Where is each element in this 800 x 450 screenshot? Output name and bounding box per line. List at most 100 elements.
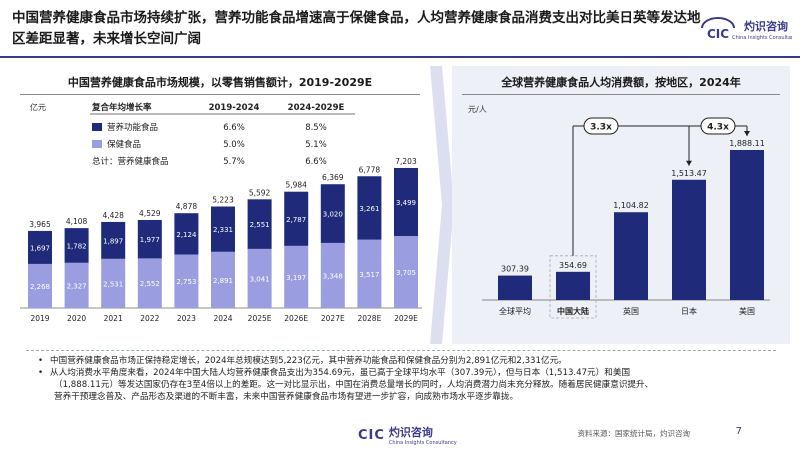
x-tick-2027E: 2027E <box>321 314 345 323</box>
x-tick-2028E: 2028E <box>357 314 381 323</box>
x-tick-英国: 英国 <box>623 306 639 316</box>
bar-health-2028E <box>357 239 382 308</box>
label-total-2020: 4,108 <box>66 217 88 226</box>
page-number: 7 <box>735 426 742 437</box>
bar-functional-2022 <box>137 219 162 259</box>
left-chart-title: 中国营养健康食品市场规模，以零售销售额计，2019-2029E <box>67 76 373 89</box>
x-tick-2026E: 2026E <box>284 314 308 323</box>
label-functional-2024: 2,331 <box>213 226 233 234</box>
note-item-1: 中国营养健康食品市场正保持稳定增长，2024年总规模达到5,223亿元，其中营养… <box>36 355 766 367</box>
value-label-美国: 1,888.11 <box>729 139 765 148</box>
left-unit-label: 亿元 <box>30 102 46 112</box>
left-title-underline <box>20 94 420 95</box>
x-tick-中国大陆: 中国大陆 <box>557 306 589 316</box>
page-title: 中国营养健康食品市场持续扩张，营养功能食品增速高于保健食品，人均营养健康食品消费… <box>12 10 701 47</box>
bar-全球平均 <box>498 275 532 300</box>
bar-health-2025E <box>247 248 272 308</box>
multiplier-label-1: 3.3x <box>590 123 612 133</box>
value-label-英国: 1,104.82 <box>613 201 649 210</box>
cagr-row-3-v2: 6.6% <box>305 157 327 167</box>
label-health-2020: 2,327 <box>67 282 87 290</box>
legend-swatch-health <box>92 140 102 148</box>
x-tick-2019: 2019 <box>30 314 49 323</box>
arrow-head-icon-日本 <box>686 160 692 166</box>
bar-日本 <box>672 179 706 300</box>
bar-functional-2029E <box>394 167 418 236</box>
label-total-2019: 3,965 <box>29 220 51 229</box>
note-item-2-cont-2: 营养干预理念普及、产品形态及渠道的不断丰富，未来中国营养健康食品市场有望进一步扩… <box>54 392 519 402</box>
bar-health-2024 <box>211 251 235 308</box>
x-tick-2025E: 2025E <box>248 314 272 323</box>
bar-functional-2026E <box>284 191 309 246</box>
label-total-2026E: 5,984 <box>285 181 307 190</box>
footer-brand-name: 灼识咨询 <box>388 426 433 439</box>
cagr-col-2: 2024-2029E <box>288 103 345 113</box>
bar-functional-2021 <box>101 221 126 259</box>
right-chart-title: 全球营养健康食品人均消费额，按地区，2024年 <box>501 76 741 89</box>
label-health-2029E: 3,705 <box>396 269 416 277</box>
brand-cic: CIC <box>707 27 729 41</box>
label-functional-2022: 1,977 <box>140 236 160 244</box>
bar-health-2027E <box>320 242 345 308</box>
label-functional-2021: 1,897 <box>103 237 123 245</box>
bar-health-2020 <box>64 262 89 308</box>
bar-functional-2020 <box>64 228 89 263</box>
label-total-2024: 5,223 <box>212 196 234 205</box>
per-capita-bar-chart: 元/人 307.39 全球平均 354.69 中国大陆 1,104.82 英国 1,513.… <box>468 105 770 319</box>
label-functional-2020: 1,782 <box>67 242 87 250</box>
label-total-2023: 4,878 <box>176 202 198 211</box>
x-tick-2024: 2024 <box>213 314 232 323</box>
legend-swatch-functional <box>92 123 102 131</box>
bar-health-2023 <box>174 254 199 308</box>
brand-en: China Insights Consultancy <box>732 35 792 41</box>
cagr-col-1: 2019-2024 <box>209 103 260 113</box>
cagr-row-1-v1: 6.6% <box>223 123 245 133</box>
bar-health-2021 <box>101 258 126 308</box>
per-capita-chart-panel: 全球营养健康食品人均消费额，按地区，2024年 元/人 307.39 全球平均 35… <box>452 66 790 344</box>
cagr-row-label-2: 保健食品 <box>107 139 141 150</box>
footer-cic: CIC <box>358 427 385 443</box>
arrow-head-icon-美国 <box>744 131 750 136</box>
label-total-2022: 4,529 <box>139 209 161 218</box>
label-health-2024: 2,891 <box>213 277 233 285</box>
cagr-row-2-v1: 5.0% <box>223 140 245 150</box>
cagr-header: 复合年均增长率 <box>91 102 152 113</box>
bar-health-2022 <box>137 258 162 308</box>
multiplier-label-2: 4.3x <box>707 123 729 133</box>
x-tick-美国: 美国 <box>739 306 755 316</box>
multiplier-pill-2 <box>700 117 736 135</box>
bar-中国大陆 <box>556 271 590 300</box>
bar-functional-2027E <box>320 184 345 243</box>
label-health-2028E: 3,517 <box>359 271 379 279</box>
label-total-2021: 4,428 <box>102 211 124 220</box>
note-item-2-cont-1: （1,888.11元）等发达国家仍存在3至4倍以上的差距。这一对比显示出，中国在… <box>54 380 654 390</box>
source-note: 资料来源：国家统计局，灼识咨询 <box>577 429 691 438</box>
cagr-row-label-3: 总计：营养健康食品 <box>92 156 169 167</box>
cagr-row-3-v1: 5.7% <box>223 157 245 167</box>
label-health-2023: 2,753 <box>176 278 196 286</box>
label-functional-2026E: 2,787 <box>286 216 306 224</box>
label-functional-2025E: 2,551 <box>250 221 270 229</box>
label-health-2019: 2,268 <box>30 283 50 291</box>
x-tick-2021: 2021 <box>104 314 123 323</box>
value-label-中国大陆: 354.69 <box>559 261 587 270</box>
label-total-2029E: 7,203 <box>395 157 417 166</box>
label-health-2021: 2,531 <box>103 280 123 288</box>
cagr-row-1-v2: 8.5% <box>305 123 327 133</box>
bar-functional-2028E <box>357 176 382 240</box>
right-unit-label: 元/人 <box>468 105 487 114</box>
bar-functional-2025E <box>247 199 272 249</box>
header-divider <box>0 56 800 58</box>
multiplier-pill-1 <box>583 117 619 135</box>
bar-functional-2019 <box>28 230 52 264</box>
cagr-row-label-1: 营养功能食品 <box>107 122 158 133</box>
note-item-2: 从人均消费水平角度来看，2024年中国大陆人均营养健康食品支出为354.69元，… <box>36 367 766 379</box>
label-health-2025E: 3,041 <box>250 275 270 283</box>
label-health-2022: 2,552 <box>140 280 160 288</box>
bar-英国 <box>614 212 648 300</box>
footer-brand-en: China Insights Consultancy <box>388 440 457 446</box>
x-tick-2020: 2020 <box>67 314 86 323</box>
stacked-bar-chart: 亿元 复合年均增长率 2019-2024 2024-2029E 营养功能食品 6… <box>20 102 422 323</box>
brand-logo: CIC 灼识咨询 China Insights Consultancy <box>696 6 800 46</box>
footer-logo: CIC 灼识咨询 China Insights Consultancy <box>358 424 457 446</box>
